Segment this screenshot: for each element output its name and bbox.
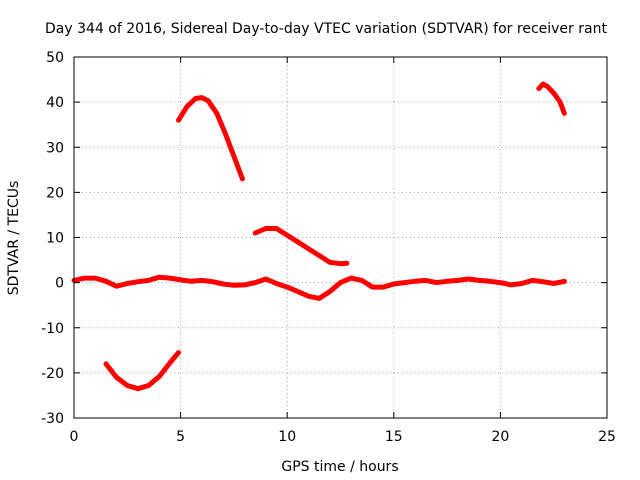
x-tick-label: 15 (385, 429, 403, 445)
y-tick-label: -20 (41, 366, 64, 382)
y-tick-label: 50 (46, 50, 64, 66)
series-arc-3 (252, 226, 350, 267)
x-tick-label: 10 (278, 429, 296, 445)
y-axis-label: SDTVAR / TECUs (6, 181, 22, 296)
y-tick-label: -10 (41, 321, 64, 337)
y-tick-label: 30 (46, 140, 64, 156)
series-arc-2 (176, 95, 245, 182)
series-group (71, 81, 567, 392)
y-tick-label: 20 (46, 185, 64, 201)
y-tick-label: 10 (46, 231, 64, 247)
y-tick-label: 0 (55, 276, 64, 292)
x-tick-label: 20 (491, 429, 509, 445)
chart-title: Day 344 of 2016, Sidereal Day-to-day VTE… (45, 21, 607, 37)
grid (74, 57, 607, 418)
plot-frame (73, 56, 608, 419)
x-tick-label: 5 (176, 429, 185, 445)
series-arc-4 (536, 81, 567, 116)
series-arc-1 (103, 350, 181, 392)
x-tick-label: 25 (598, 429, 616, 445)
y-tick-label: -30 (41, 411, 64, 427)
y-tick-label: 40 (46, 95, 64, 111)
series-baseline (71, 274, 567, 301)
x-tick-label: 0 (70, 429, 79, 445)
axis-ticks: 0 5 10 15 20 25 -30 -20 -10 0 10 20 30 40 50 (41, 50, 616, 445)
x-axis-label: GPS time / hours (281, 459, 398, 475)
